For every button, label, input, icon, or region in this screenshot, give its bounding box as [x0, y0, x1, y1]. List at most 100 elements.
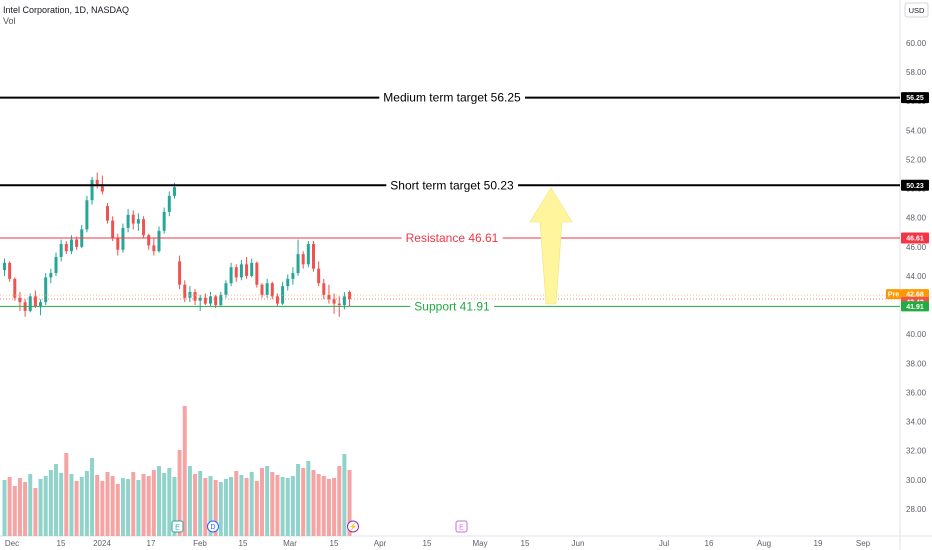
volume-bar [167, 468, 172, 536]
price-axis[interactable] [900, 0, 932, 550]
candle [296, 239, 300, 276]
candle [167, 191, 171, 217]
candle-body [286, 278, 290, 287]
volume-bar [59, 473, 64, 536]
candle-body [291, 273, 295, 279]
candle-body [162, 211, 166, 231]
volume-bar [223, 479, 228, 536]
candle-body [203, 297, 207, 304]
candle-body [327, 294, 331, 300]
candle [90, 176, 94, 205]
symbol-title[interactable]: Intel Corporation, 1D, NASDAQ [3, 5, 129, 15]
candle [322, 278, 326, 300]
time-axis-label: 17 [147, 539, 156, 548]
candle [265, 278, 269, 298]
candle [193, 289, 197, 306]
volume-bar [17, 478, 22, 536]
dividend-marker[interactable]: D [207, 520, 219, 533]
time-axis-label: Jun [572, 539, 585, 548]
volume-bar [218, 482, 223, 536]
volume-indicator-label[interactable]: Vol [3, 16, 16, 26]
upcoming-earnings-letter: E [459, 525, 464, 532]
volume-bar [115, 484, 120, 536]
time-axis-label: 15 [521, 539, 530, 548]
volume-bar [332, 478, 337, 536]
time-axis-label: Aug [757, 539, 771, 548]
candle [18, 291, 22, 311]
volume-bars [2, 406, 352, 536]
candle-body [75, 239, 79, 247]
candle [183, 280, 187, 303]
candle-body [100, 184, 104, 192]
candle [39, 299, 43, 316]
earnings-marker[interactable]: E [171, 520, 184, 533]
volume-bar [2, 480, 7, 536]
time-axis-label: 16 [705, 539, 714, 548]
candle-body [54, 257, 58, 274]
candle-body [178, 261, 182, 285]
candle-body [337, 303, 341, 306]
candle [219, 291, 223, 307]
candle [332, 293, 336, 314]
candle [54, 252, 58, 276]
upcoming-earnings-marker[interactable]: E [455, 520, 468, 533]
candle [116, 233, 120, 256]
volume-bar [84, 471, 89, 536]
volume-bar [23, 482, 28, 536]
candle-body [260, 284, 264, 295]
candle [286, 274, 290, 291]
currency-button[interactable]: USD [904, 2, 929, 18]
candle-body [152, 245, 156, 252]
candle [348, 290, 352, 307]
candle-body [193, 291, 197, 301]
candle-body [172, 187, 176, 196]
price-tick-label: 38.00 [906, 359, 927, 368]
price-tick-label: 60.00 [906, 39, 927, 48]
candle [136, 213, 140, 231]
candle-body [219, 294, 223, 306]
volume-bar [48, 470, 53, 536]
volume-bar [64, 453, 69, 536]
time-axis-label: Sep [856, 539, 871, 548]
candles [3, 172, 352, 317]
candle-body [28, 296, 32, 311]
candle [111, 216, 115, 242]
currency-button-frame [904, 2, 929, 18]
candle-body [275, 296, 279, 304]
candle-body [306, 243, 310, 265]
pre-label-bg [886, 289, 901, 300]
candle [229, 262, 233, 287]
price-tick-label: 30.00 [906, 476, 927, 485]
upward-arrow-icon[interactable] [529, 187, 573, 305]
price-tick-label: 36.00 [906, 388, 927, 397]
volume-bar [296, 464, 301, 536]
volume-bar [234, 471, 239, 536]
volume-bar [260, 468, 264, 536]
candle-body [255, 262, 259, 285]
candle [234, 264, 238, 282]
pre-market-tag: 42.68 [906, 292, 924, 299]
candle [198, 294, 202, 311]
volume-bar [90, 458, 95, 536]
candle-body [198, 297, 202, 301]
plot-area[interactable] [0, 0, 900, 536]
volume-bar [254, 481, 259, 536]
volume-bar [33, 488, 38, 536]
split-marker[interactable]: ⚡ [347, 520, 359, 533]
medium-target-label-group: Medium term target 56.25 [379, 90, 526, 105]
candle-body [8, 262, 12, 279]
candle-body [106, 206, 109, 221]
time-axis-label: May [472, 539, 487, 548]
candle [142, 216, 146, 239]
upward-arrow-shape [529, 187, 573, 305]
volume-bar [79, 477, 84, 536]
volume-bar [187, 466, 192, 536]
volume-bar [198, 471, 203, 536]
candle [270, 281, 274, 300]
volume-bar [146, 476, 151, 536]
candle-body [147, 235, 151, 246]
candle-body [229, 267, 233, 284]
price-tick-label: 52.00 [906, 155, 927, 164]
medium-target-label-bg [379, 90, 526, 105]
